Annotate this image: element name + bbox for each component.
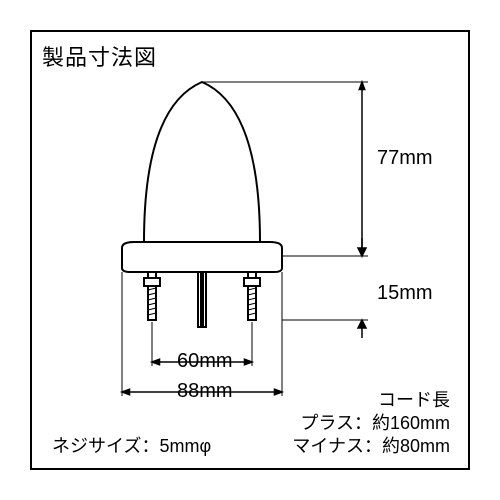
dim-width-outer: 88mm [177,380,233,403]
note-cord-plus: プラス：約160mm [300,411,450,435]
dim-width-inner: 60mm [177,350,233,373]
diagram-frame: 製品寸法図 77mm 15mm 60mm 88mm ネジサイズ：5mmφ コード… [30,30,470,470]
dim-height-dome: 77mm [377,147,433,170]
dim-height-base: 15mm [377,282,433,305]
note-cord-minus: マイナス：約80mm [292,434,450,458]
note-cord-header: コード長 [378,388,450,412]
note-screw-size: ネジサイズ：5mmφ [52,434,211,458]
